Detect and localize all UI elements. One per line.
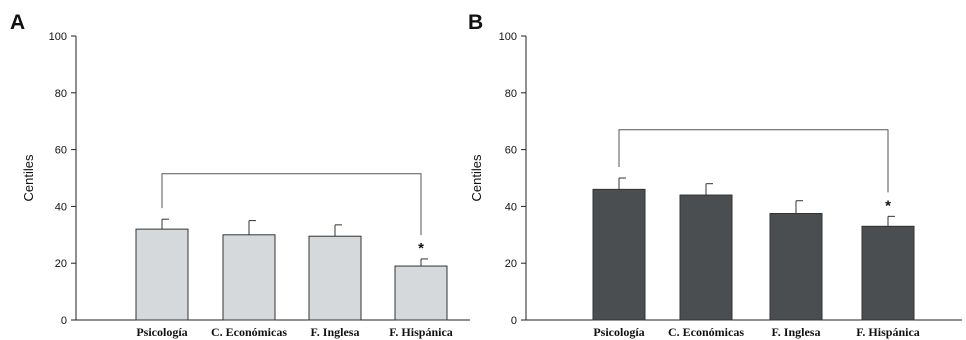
bar: [592, 188, 646, 321]
x-tick-label: Psicología: [136, 325, 187, 339]
y-tick-label: 0: [511, 315, 517, 327]
panel-b: B Centiles 0 20 40 60 80 100 Psicología C. Económ…: [468, 11, 962, 339]
y-tick-label: 60: [55, 145, 67, 157]
y-tick-label: 100: [499, 31, 517, 43]
y-tick-label: 60: [505, 145, 517, 157]
y-tick-label: 80: [505, 88, 517, 100]
comparison-bracket: [618, 129, 889, 193]
bar: [769, 213, 823, 321]
bar: [679, 194, 733, 321]
x-tick-label: F. Inglesa: [311, 325, 360, 339]
x-tick-label: F. Inglesa: [772, 325, 821, 339]
bar: [308, 235, 362, 321]
y-tick-label: 100: [49, 31, 67, 43]
y-tick-label: 0: [61, 315, 67, 327]
bar: [394, 265, 448, 321]
bar: [222, 234, 276, 321]
panel-a: A Centiles 0 20 40 60 80 100 Psicología C. Económ…: [10, 11, 470, 339]
y-axis-label: Centiles: [469, 154, 484, 201]
x-tick-label: F. Hispánica: [856, 325, 920, 339]
y-tick-label: 20: [55, 258, 67, 270]
x-tick-label: F. Hispánica: [389, 325, 453, 339]
y-tick-label: 80: [55, 88, 67, 100]
x-tick-label: C. Económicas: [668, 325, 744, 339]
panel-label: A: [10, 11, 25, 34]
x-tick-label: C. Económicas: [211, 325, 287, 339]
y-axis-label: Centiles: [21, 154, 36, 201]
comparison-bracket: [161, 173, 422, 235]
bar: [861, 225, 915, 321]
y-tick-label: 20: [505, 258, 517, 270]
significance-marker: *: [418, 240, 424, 257]
x-tick-label: Psicología: [593, 325, 644, 339]
significance-marker: *: [885, 197, 891, 214]
panel-label: B: [468, 11, 483, 34]
y-tick-label: 40: [505, 201, 517, 213]
y-tick-label: 40: [55, 201, 67, 213]
bar: [135, 228, 189, 321]
